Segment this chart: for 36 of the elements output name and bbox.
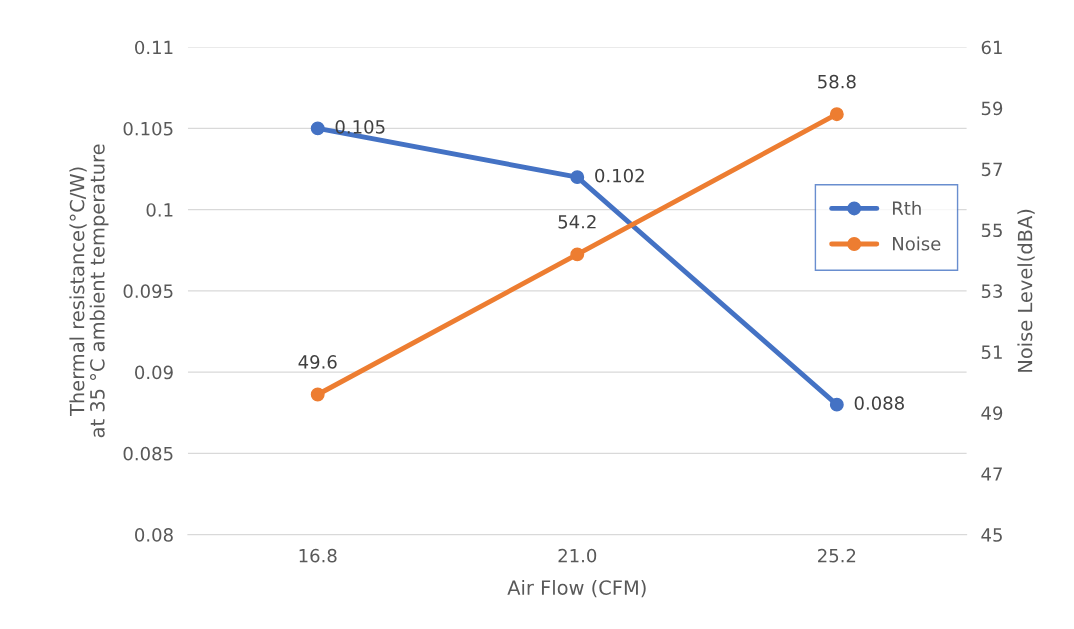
data-label: 0.088: [854, 396, 904, 410]
x-tick-label: 21.0: [558, 548, 597, 563]
legend-label: Rth: [893, 201, 921, 215]
y-tick-label: 0.11: [135, 40, 173, 55]
y2-tick-label: 51: [981, 345, 1002, 359]
y-tick-label: 0.08: [135, 528, 173, 542]
y-tick-label: 0.1: [146, 203, 173, 217]
point: [310, 121, 325, 136]
point: [570, 170, 585, 185]
data-label: 0.105: [335, 120, 385, 134]
y-tick-label: 0.085: [123, 446, 173, 461]
y-tick-label: 0.095: [123, 284, 173, 299]
data-label: 54.2: [558, 214, 596, 229]
y-axis-title: Thermal resistance(°C/W) at 35 °C ambient temperature: [69, 144, 109, 438]
y2-tick-label: 53: [981, 284, 1003, 299]
point: [310, 387, 325, 402]
point: [570, 247, 585, 262]
y2-tick-label: 61: [981, 40, 1002, 55]
x-tick-label: 16.8: [299, 548, 337, 563]
y2-tick-label: 47: [981, 467, 1002, 481]
y2-tick-label: 49: [981, 406, 1003, 420]
point: [829, 107, 844, 122]
y2-tick-label: 55: [981, 223, 1002, 238]
y2-tick-label: 59: [981, 101, 1003, 116]
y2-tick-label: 57: [981, 162, 1002, 177]
data-label: 49.6: [298, 355, 337, 369]
y-tick-label: 0.09: [135, 365, 173, 380]
x-tick-label: 25.2: [818, 548, 856, 563]
data-label: 58.8: [818, 74, 856, 89]
data-label: 0.102: [595, 168, 644, 183]
y2-tick-label: 45: [981, 528, 1002, 542]
y2-axis-title: Noise Level(dBA): [1017, 209, 1035, 372]
x-axis-title: Air Flow (CFM): [507, 579, 646, 598]
point: [829, 397, 844, 412]
legend-label: Noise: [893, 236, 941, 251]
y-tick-label: 0.105: [123, 121, 173, 136]
